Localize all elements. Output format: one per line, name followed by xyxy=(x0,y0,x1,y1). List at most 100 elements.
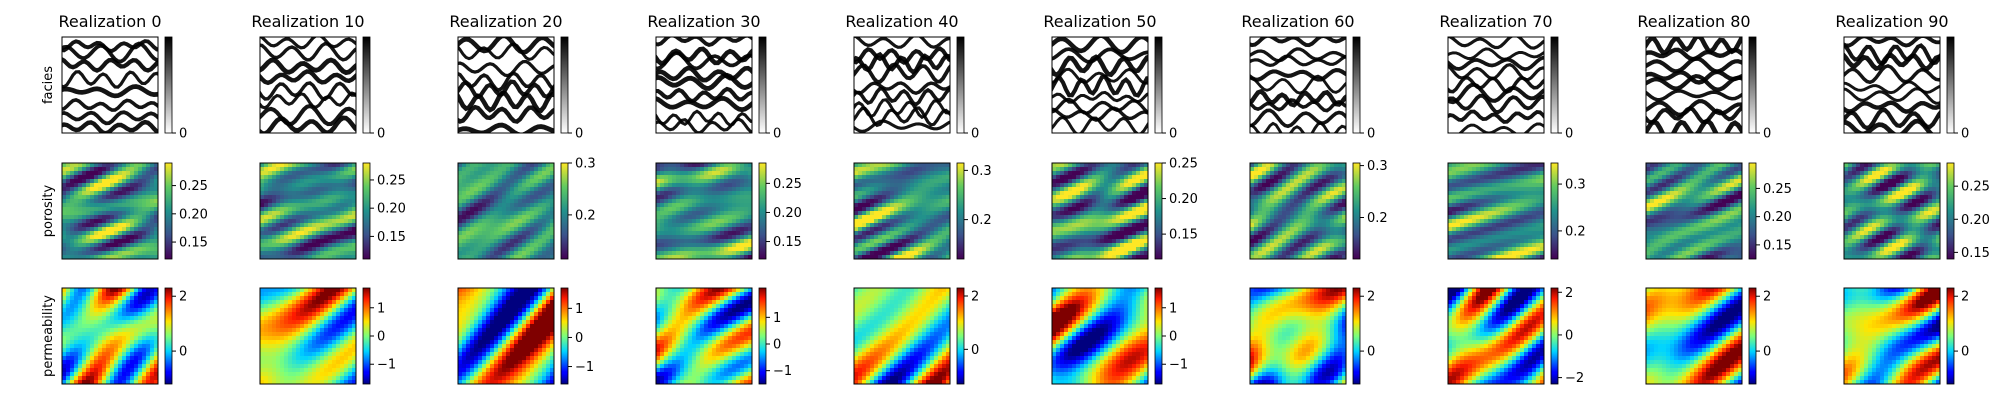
colorbar-tick-label: 0.2 xyxy=(575,208,596,223)
colorbar-gradient xyxy=(956,162,965,260)
colorbar-gradient xyxy=(164,36,173,134)
colorbar-tick-label: 0 xyxy=(971,343,979,358)
facies-panel-realization-50 xyxy=(1052,37,1148,133)
porosity-colorbar-realization-70: 0.3 0.2 xyxy=(1550,162,1586,260)
permeability-colorbar-realization-70: 2 0 −2 xyxy=(1550,286,1584,386)
row-label-facies: facies xyxy=(41,66,56,104)
colorbar-gradient xyxy=(1352,162,1361,260)
colorbar-tick-label: 0.15 xyxy=(773,235,802,250)
colorbar-tick-label: −2 xyxy=(1565,371,1584,386)
colorbar-tick-label: 0.25 xyxy=(179,179,208,194)
colorbar-gradient xyxy=(1748,162,1757,260)
colorbar-tick-label: 0 xyxy=(1169,330,1177,345)
colorbar-tick-label: 0.15 xyxy=(179,236,208,251)
porosity-panel-realization-80 xyxy=(1646,163,1742,259)
colorbar-tick-label: 0.20 xyxy=(773,206,802,221)
colorbar-tick-label: 0 xyxy=(1169,127,1177,142)
colorbar-gradient xyxy=(1550,36,1559,134)
colorbar-tick-label: 0 xyxy=(1763,345,1771,360)
colorbar-gradient xyxy=(1154,162,1163,260)
facies-panel-realization-30 xyxy=(656,37,752,133)
colorbar-tick-label: −1 xyxy=(773,364,792,379)
colorbar-tick-label: 1 xyxy=(1169,301,1177,316)
facies-panel-frame xyxy=(1051,36,1149,134)
permeability-panel-realization-20 xyxy=(458,288,554,384)
porosity-colorbar-realization-20: 0.3 0.2 xyxy=(560,157,596,260)
colorbar-tick-label: 2 xyxy=(1367,290,1375,305)
colorbar-gradient xyxy=(1946,36,1955,134)
colorbars: 0 0 0 0 0 0 0 0 0 00.250.200.150.250.200.150.30.2… xyxy=(164,36,1990,386)
permeability-panel-realization-30 xyxy=(656,288,752,384)
colorbar-tick-label: 2 xyxy=(1961,290,1969,305)
row-label-permeability: permeability xyxy=(41,295,56,377)
colorbar-tick-label: 0.20 xyxy=(377,202,406,217)
facies-colorbar-realization-70: 0 xyxy=(1550,36,1573,142)
colorbar-tick-label: 0 xyxy=(179,127,187,142)
row-labels: facies porosity permeability xyxy=(41,66,56,377)
column-title-realization-10: Realization 10 xyxy=(251,12,364,31)
image-panels xyxy=(61,36,1941,385)
facies-colorbar-realization-40: 0 xyxy=(956,36,979,142)
permeability-colorbar-realization-10: 1 0 −1 xyxy=(362,287,396,385)
porosity-panel-realization-10 xyxy=(260,163,356,259)
colorbar-tick-label: 0.3 xyxy=(971,164,992,179)
colorbar-tick-label: 0.15 xyxy=(1961,246,1990,261)
colorbar-tick-label: 0.3 xyxy=(1367,159,1388,174)
colorbar-gradient xyxy=(560,36,569,134)
permeability-panel-frame xyxy=(1843,287,1941,385)
row-label-porosity: porosity xyxy=(41,185,56,238)
permeability-panel-frame xyxy=(1645,287,1743,385)
facies-colorbar-realization-0: 0 xyxy=(164,36,187,142)
colorbar-tick-label: 1 xyxy=(377,301,385,316)
permeability-panel-realization-40 xyxy=(854,288,950,384)
colorbar-tick-label: 0.20 xyxy=(1763,210,1792,225)
permeability-colorbar-realization-50: 1 0 −1 xyxy=(1154,287,1188,385)
colorbar-tick-label: 0 xyxy=(1961,127,1969,142)
colorbar-gradient xyxy=(758,36,767,134)
permeability-colorbar-realization-60: 20 xyxy=(1352,287,1375,385)
facies-colorbar-realization-30: 0 xyxy=(758,36,781,142)
column-titles: Realization 0 Realization 10 Realization 2… xyxy=(58,12,1948,31)
facies-panel-realization-80 xyxy=(1646,37,1742,133)
porosity-panel-frame xyxy=(1843,162,1941,260)
colorbar-tick-label: 0 xyxy=(1367,345,1375,360)
colorbar-tick-label: 0.25 xyxy=(1169,157,1198,172)
facies-panel-frame xyxy=(853,36,951,134)
colorbar-gradient xyxy=(164,162,173,260)
permeability-panel-frame xyxy=(1249,287,1347,385)
facies-colorbar-realization-50: 0 xyxy=(1154,36,1177,142)
colorbar-gradient xyxy=(362,162,371,260)
colorbar-tick-label: 0.3 xyxy=(575,157,596,172)
facies-panel-frame xyxy=(457,36,555,134)
colorbar-tick-label: 0.20 xyxy=(179,207,208,222)
colorbar-tick-label: 0 xyxy=(1565,127,1573,142)
facies-colorbar-realization-80: 0 xyxy=(1748,36,1771,142)
column-title-realization-40: Realization 40 xyxy=(845,12,958,31)
colorbar-tick-label: 0 xyxy=(773,338,781,353)
porosity-panel-frame xyxy=(1447,162,1545,260)
permeability-panel-realization-80 xyxy=(1646,288,1742,384)
colorbar-gradient xyxy=(1550,287,1559,385)
colorbar-gradient xyxy=(1352,287,1361,385)
colorbar-tick-label: 0.25 xyxy=(377,173,406,188)
permeability-panel-frame xyxy=(61,287,159,385)
column-title-realization-50: Realization 50 xyxy=(1043,12,1156,31)
colorbar-tick-label: 0 xyxy=(377,127,385,142)
colorbar-tick-label: 0 xyxy=(1961,345,1969,360)
facies-panel-realization-70 xyxy=(1448,37,1544,133)
column-title-realization-70: Realization 70 xyxy=(1439,12,1552,31)
permeability-panel-realization-70 xyxy=(1448,288,1544,384)
colorbar-tick-label: 0 xyxy=(1565,328,1573,343)
porosity-panel-realization-70 xyxy=(1448,163,1544,259)
permeability-panel-realization-10 xyxy=(260,288,356,384)
facies-panel-frame xyxy=(1843,36,1941,134)
facies-panel-realization-0 xyxy=(62,37,158,133)
column-title-realization-80: Realization 80 xyxy=(1637,12,1750,31)
colorbar-tick-label: 0.15 xyxy=(1169,228,1198,243)
permeability-panel-realization-50 xyxy=(1052,288,1148,384)
facies-panel-realization-10 xyxy=(260,37,356,133)
porosity-panel-realization-0 xyxy=(62,163,158,259)
porosity-colorbar-realization-0: 0.25 0.20 0.15 xyxy=(164,162,208,260)
porosity-panel-realization-20 xyxy=(458,163,554,259)
